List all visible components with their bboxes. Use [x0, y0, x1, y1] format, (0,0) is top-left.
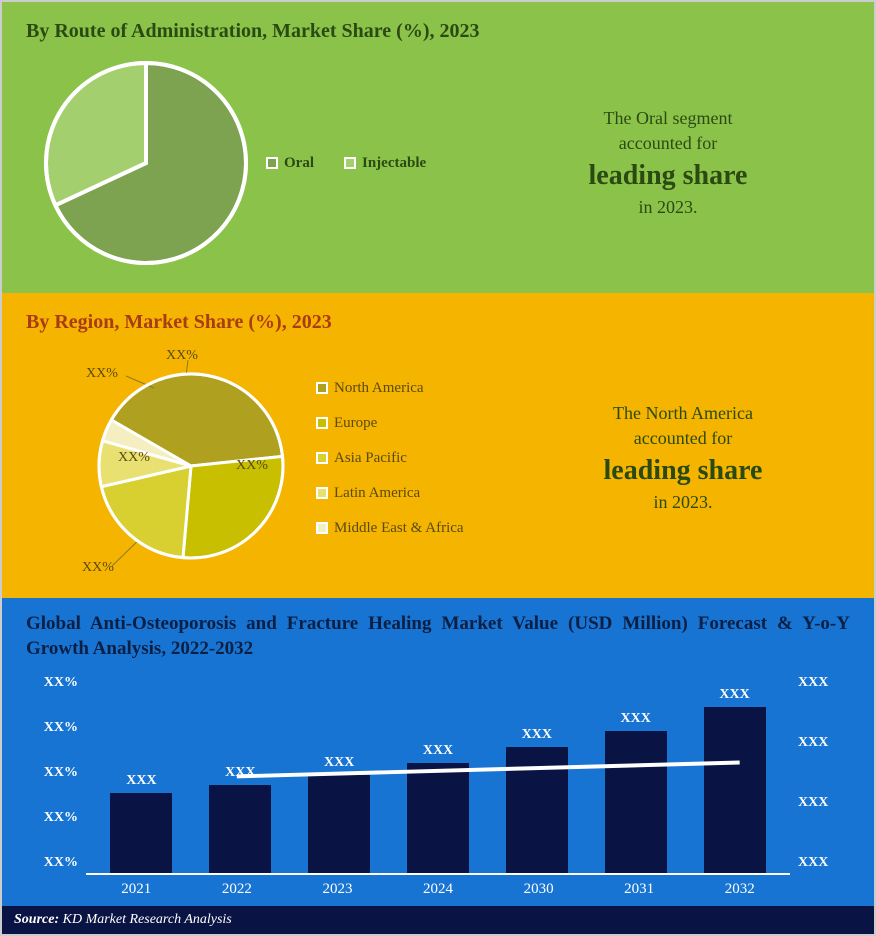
x-tick-label: 2032	[689, 881, 790, 898]
bar-value-label: XXX	[719, 687, 749, 703]
bar-rect	[605, 731, 667, 873]
bar-column: XXX	[290, 755, 389, 873]
y-axis-left: XX% XX% XX% XX% XX%	[26, 675, 86, 875]
panel1-title: By Route of Administration, Market Share…	[26, 20, 850, 43]
pie-slice-label: XX%	[118, 450, 150, 466]
source-bar: Source: KD Market Research Analysis	[2, 906, 874, 934]
x-tick-label: 2024	[388, 881, 489, 898]
bar-column: XXX	[92, 773, 191, 873]
x-tick-label: 2030	[488, 881, 589, 898]
legend-item: Injectable	[344, 155, 426, 172]
callout-line: accounted for	[619, 133, 717, 153]
legend-item: Asia Pacific	[316, 450, 516, 467]
x-tick-label: 2023	[287, 881, 388, 898]
infographic-container: By Route of Administration, Market Share…	[0, 0, 876, 936]
bar-value-label: XXX	[126, 773, 156, 789]
callout-lead: leading share	[526, 451, 840, 490]
bar-value-label: XXX	[225, 765, 255, 781]
panel1-body: Oral Injectable The Oral segment accounte…	[26, 53, 850, 273]
y-tick-right: XXX	[798, 855, 850, 871]
bar-chart: XX%XX%XX%XX%XX% XXXXXXXXXXXXXXXXXXXXX XX…	[26, 675, 850, 875]
panel2-legend: North America Europe Asia Pacific Latin Ame…	[316, 380, 516, 537]
legend-item: Europe	[316, 415, 516, 432]
panel1-callout: The Oral segment accounted for leading s…	[486, 106, 850, 221]
x-axis: 2021202220232024203020312032	[26, 875, 850, 898]
panel2-pie-chart: XX% XX% XX% XX% XX%	[26, 338, 316, 578]
legend-item: Middle East & Africa	[316, 520, 516, 537]
x-tick-label: 2022	[187, 881, 288, 898]
legend-item: North America	[316, 380, 516, 397]
y-tick-right: XXX	[798, 795, 850, 811]
panel1-legend: Oral Injectable	[266, 155, 486, 172]
pie-slice-label: XX%	[236, 458, 268, 474]
y-tick-left: XX%	[26, 720, 78, 736]
bar-value-label: XXX	[324, 755, 354, 771]
source-value: KD Market Research Analysis	[63, 912, 232, 927]
bar-rect	[209, 785, 271, 873]
pie-slice-label: XX%	[166, 348, 198, 364]
y-tick-right: XXX	[798, 675, 850, 691]
callout-line: in 2023.	[638, 197, 697, 217]
callout-line: in 2023.	[653, 492, 712, 512]
callout-line: The Oral segment	[604, 108, 733, 128]
bar-value-label: XXX	[621, 711, 651, 727]
y-tick-right: XXX	[798, 735, 850, 751]
bar-column: XXX	[191, 765, 290, 873]
legend-item: Latin America	[316, 485, 516, 502]
callout-line: accounted for	[634, 428, 732, 448]
bar-value-label: XXX	[522, 727, 552, 743]
y-tick-left: XX%	[26, 810, 78, 826]
y-axis-right: XXX XXX XXX XXX	[790, 675, 850, 875]
panel2-title: By Region, Market Share (%), 2023	[26, 311, 850, 334]
y-tick-left: XX%	[26, 855, 78, 871]
x-tick-label: 2031	[589, 881, 690, 898]
panel-region: By Region, Market Share (%), 2023 XX%XX%…	[2, 293, 874, 598]
panel3-title: Global Anti-Osteoporosis and Fracture He…	[26, 612, 850, 661]
source-label: Source:	[14, 912, 59, 927]
y-tick-left: XX%	[26, 765, 78, 781]
bar-value-label: XXX	[423, 743, 453, 759]
callout-lead: leading share	[496, 156, 840, 195]
panel1-pie-chart	[26, 53, 266, 273]
panel2-body: XX% XX% XX% XX% XX% North America Europe Asia …	[26, 338, 850, 578]
pie-slice-label: XX%	[86, 366, 118, 382]
bar-rect	[110, 793, 172, 873]
bar-rect	[308, 775, 370, 873]
bar-column: XXX	[685, 687, 784, 873]
callout-line: The North America	[613, 403, 753, 423]
bar-column: XXX	[586, 711, 685, 873]
bar-rect	[506, 747, 568, 873]
panel2-callout: The North America accounted for leading …	[516, 401, 850, 516]
x-tick-label: 2021	[86, 881, 187, 898]
bar-column: XXX	[389, 743, 488, 873]
y-tick-left: XX%	[26, 675, 78, 691]
bar-column: XXX	[487, 727, 586, 873]
legend-item: Oral	[266, 155, 314, 172]
pie-slice-label: XX%	[82, 560, 114, 576]
panel-route-of-admin: By Route of Administration, Market Share…	[2, 2, 874, 293]
panel-forecast: Global Anti-Osteoporosis and Fracture He…	[2, 598, 874, 906]
plot-area: XXX XXX XXX XXX XXX XXX XXX	[86, 675, 790, 875]
bar-rect	[407, 763, 469, 873]
bar-rect	[704, 707, 766, 873]
